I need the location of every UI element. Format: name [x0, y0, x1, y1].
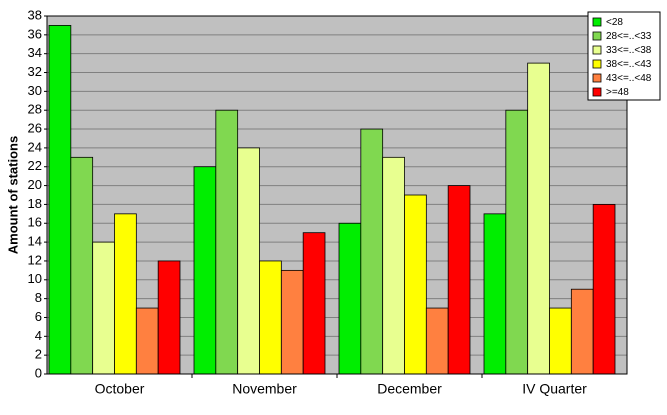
bar	[425, 307, 449, 375]
bar	[48, 25, 72, 375]
bar	[360, 128, 384, 375]
bar	[527, 62, 550, 375]
bar	[259, 260, 282, 375]
y-tick-label: 10	[28, 271, 42, 286]
legend-box	[587, 11, 661, 101]
legend-swatch	[592, 87, 602, 97]
bar	[215, 109, 239, 375]
bar	[404, 194, 427, 375]
legend-swatch	[592, 45, 602, 55]
y-tick-label: 22	[28, 158, 42, 173]
bar	[549, 307, 572, 375]
y-tick-label: 8	[35, 290, 42, 305]
legend-swatch	[592, 31, 602, 41]
legend-label: 38<=..<43	[606, 59, 652, 70]
y-tick-label: 26	[28, 120, 42, 135]
x-tick-label: November	[232, 381, 297, 397]
legend-label: 43<=..<48	[606, 73, 652, 84]
y-axis-label: Amount of stations	[5, 136, 20, 254]
legend-label: >=48	[606, 87, 629, 98]
legend-swatch	[592, 59, 602, 69]
y-tick-label: 6	[35, 309, 42, 324]
y-tick-label: 0	[35, 365, 42, 380]
y-tick-label: 18	[28, 196, 42, 211]
x-tick-label: October	[95, 381, 145, 397]
bar	[280, 269, 304, 375]
y-tick-label: 32	[28, 64, 42, 79]
bar	[70, 156, 94, 375]
y-tick-label: 12	[28, 252, 42, 267]
y-tick-label: 24	[28, 139, 42, 154]
y-tick-label: 28	[28, 102, 42, 117]
legend-label: <28	[606, 17, 623, 28]
bar	[92, 241, 115, 375]
legend-swatch	[592, 17, 602, 27]
bar	[302, 232, 326, 375]
legend-label: 33<=..<38	[606, 45, 652, 56]
bar	[135, 307, 159, 375]
bar	[447, 185, 471, 375]
bar	[382, 156, 405, 375]
bar	[114, 213, 137, 375]
legend-label: 28<=..<33	[606, 31, 652, 42]
bar	[505, 109, 529, 375]
y-tick-label: 34	[28, 45, 42, 60]
y-tick-label: 14	[28, 234, 42, 249]
plot-border	[46, 15, 628, 375]
bar	[570, 288, 594, 375]
bar	[592, 204, 616, 375]
y-tick-label: 38	[28, 7, 42, 22]
y-tick-label: 16	[28, 215, 42, 230]
bar	[483, 213, 507, 375]
bar	[157, 260, 181, 375]
x-tick-label: December	[377, 381, 442, 397]
y-tick-label: 2	[35, 347, 42, 362]
y-tick-label: 30	[28, 83, 42, 98]
y-tick-label: 4	[35, 328, 42, 343]
legend-swatch	[592, 73, 602, 83]
bar	[237, 147, 260, 375]
bar	[338, 222, 362, 375]
y-tick-label: 36	[28, 26, 42, 41]
y-tick-label: 20	[28, 177, 42, 192]
x-tick-label: IV Quarter	[522, 381, 587, 397]
bar	[193, 166, 217, 375]
